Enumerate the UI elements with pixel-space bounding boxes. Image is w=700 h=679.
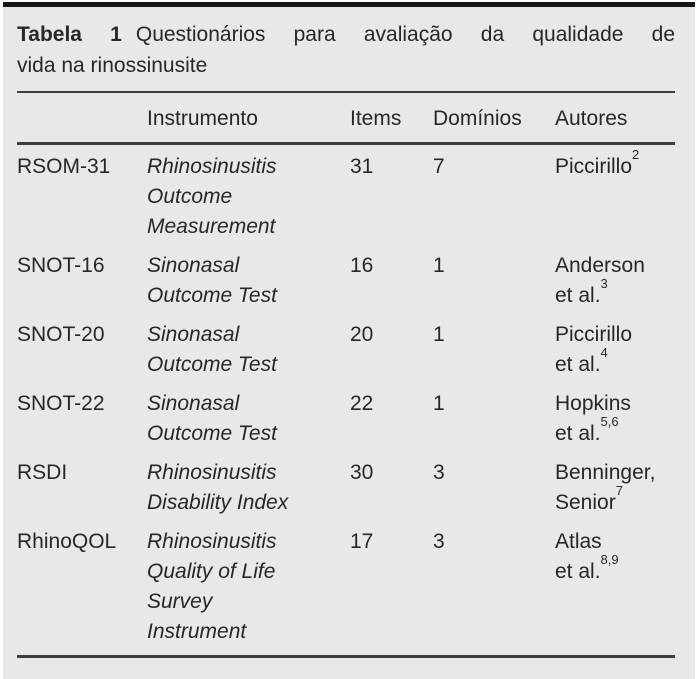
domains-cell: 3 [433,530,445,553]
domains-cell: 1 [433,323,445,346]
authors-names: Benninger, Senior [555,461,656,514]
items-cell: 30 [350,461,374,484]
header-authors: Autores [555,93,675,145]
reference-superscript: 3 [600,276,608,292]
authors-cell: Hopkins et al.5,6 [555,384,675,453]
reference-superscript: 7 [615,483,623,499]
items-cell: 16 [350,254,374,277]
instrument-cell: Rhinosinusitis Quality of Life Survey In… [147,530,277,643]
items-cell: 31 [350,155,374,178]
table-row: SNOT-22 Sinonasal Outcome Test 22 1 Hopk… [17,384,675,453]
caption-text: Questionários para avaliação da qualidad… [135,23,675,46]
reference-superscript: 2 [632,147,640,163]
abbreviation-cell: SNOT-16 [17,254,105,277]
domains-cell: 3 [433,461,445,484]
header-items: Items [350,93,433,145]
table-row: SNOT-16 Sinonasal Outcome Test 16 1 Ande… [17,246,675,315]
instrument-cell: Sinonasal Outcome Test [147,254,277,307]
instrument-cell: Sinonasal Outcome Test [147,392,277,445]
rule-below-caption [17,91,675,93]
instrument-cell: Sinonasal Outcome Test [147,323,277,376]
table-row: RhinoQOL Rhinosinusitis Quality of Life … [17,522,675,651]
authors-cell: Benninger, Senior7 [555,453,675,522]
abbreviation-cell: RhinoQOL [17,530,117,553]
authors-names: Piccirillo [555,155,633,178]
authors-names: Piccirillo et al. [555,323,633,376]
caption-line-1: Tabela 1 Questionários para avaliação da … [17,19,675,50]
table-header: Instrumento Items Domínios Autores [17,93,675,145]
table-number-label: Tabela 1 [17,23,122,46]
header-abbreviation [17,93,147,145]
table-row: RSOM-31 Rhinosinusitis Outcome Measureme… [17,144,675,247]
abbreviation-cell: RSOM-31 [17,155,111,178]
items-cell: 17 [350,530,374,553]
reference-superscript: 5,6 [600,414,619,430]
authors-cell: Atlas et al.8,9 [555,522,675,651]
questionnaires-table: Instrumento Items Domínios Autores RSOM-… [17,93,675,651]
authors-names: Hopkins et al. [555,392,631,445]
table-panel: Tabela 1 Questionários para avaliação da … [3,2,695,679]
header-instrument: Instrumento [147,93,350,145]
abbreviation-cell: SNOT-22 [17,392,105,415]
reference-superscript: 4 [600,345,608,361]
authors-cell: Piccirillo2 [555,144,675,247]
authors-names: Anderson et al. [555,254,645,307]
domains-cell: 1 [433,392,445,415]
rule-bottom [17,655,675,658]
items-cell: 22 [350,392,374,415]
authors-cell: Piccirillo et al.4 [555,315,675,384]
authors-names: Atlas et al. [555,530,602,583]
instrument-cell: Rhinosinusitis Outcome Measurement [147,155,277,238]
authors-cell: Anderson et al.3 [555,246,675,315]
abbreviation-cell: RSDI [17,461,68,484]
table-row: RSDI Rhinosinusitis Disability Index 30 … [17,453,675,522]
instrument-cell: Rhinosinusitis Disability Index [147,461,289,514]
table-caption: Tabela 1 Questionários para avaliação da … [17,7,675,81]
items-cell: 20 [350,323,374,346]
abbreviation-cell: SNOT-20 [17,323,105,346]
table-body: RSOM-31 Rhinosinusitis Outcome Measureme… [17,144,675,652]
reference-superscript: 8,9 [600,552,619,568]
table-row: SNOT-20 Sinonasal Outcome Test 20 1 Picc… [17,315,675,384]
header-domains: Domínios [433,93,555,145]
header-row: Instrumento Items Domínios Autores [17,93,675,145]
domains-cell: 1 [433,254,445,277]
domains-cell: 7 [433,155,445,178]
caption-text-line-2: vida na rinossinusite [17,54,208,77]
table-content: Tabela 1 Questionários para avaliação da … [3,7,695,658]
